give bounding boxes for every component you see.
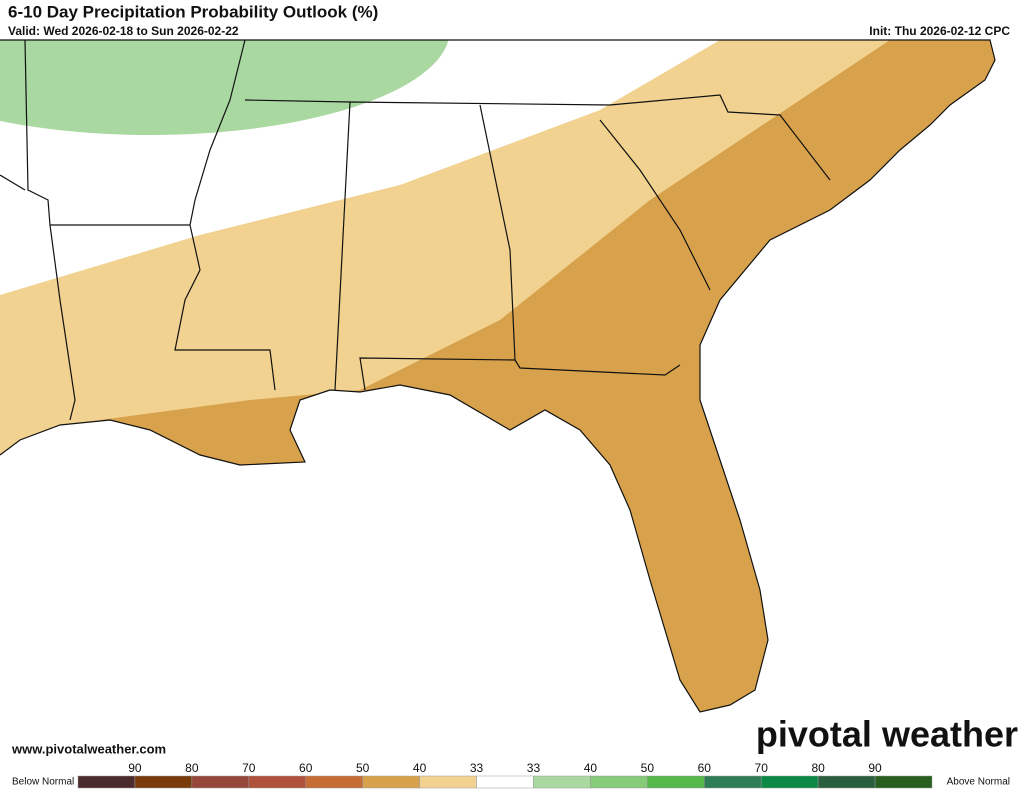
- color-swatch: [647, 775, 705, 789]
- legend-label: 60: [698, 761, 712, 775]
- title: 6-10 Day Precipitation Probability Outlo…: [8, 2, 378, 21]
- legend-label: 80: [811, 761, 825, 775]
- legend-label: 33: [527, 761, 541, 775]
- color-swatch: [134, 775, 193, 789]
- legend-right: Above Normal: [947, 777, 1010, 788]
- legend-label: 70: [242, 761, 256, 775]
- band-40-above: [0, 40, 450, 135]
- color-swatch: [704, 775, 762, 789]
- logo: pivotal weather: [756, 714, 1018, 755]
- legend-label: 40: [584, 761, 598, 775]
- color-swatch: [248, 775, 306, 789]
- map: [0, 40, 995, 712]
- color-swatch: [77, 775, 136, 789]
- init-time: Init: Thu 2026-02-12 CPC: [869, 24, 1010, 38]
- color-swatch: [305, 775, 363, 789]
- color-swatch: [760, 775, 819, 789]
- color-swatch: [817, 775, 876, 789]
- color-swatch: [362, 775, 420, 789]
- site-url: www.pivotalweather.com: [11, 741, 166, 756]
- coastline: [0, 39, 996, 713]
- legend-label: 40: [413, 761, 427, 775]
- color-swatch: [590, 775, 648, 789]
- colorbar: 90 80 70 60 50 40 33 33 40 50 60 70 80 90: [77, 761, 933, 789]
- legend-label: 60: [299, 761, 313, 775]
- color-swatch: [191, 775, 250, 789]
- color-swatch: [874, 775, 933, 789]
- color-swatch: [533, 775, 591, 789]
- legend-label: 33: [470, 761, 484, 775]
- color-swatch: [476, 775, 534, 789]
- valid-time: Valid: Wed 2026-02-18 to Sun 2026-02-22: [8, 24, 239, 38]
- legend-left: Below Normal: [12, 777, 74, 788]
- legend-label: 50: [356, 761, 370, 775]
- legend-label: 90: [128, 761, 142, 775]
- state-lines: [0, 39, 831, 421]
- legend-label: 80: [185, 761, 199, 775]
- legend-label: 50: [641, 761, 655, 775]
- color-swatch: [419, 775, 477, 789]
- legend-label: 90: [868, 761, 882, 775]
- legend-label: 70: [755, 761, 769, 775]
